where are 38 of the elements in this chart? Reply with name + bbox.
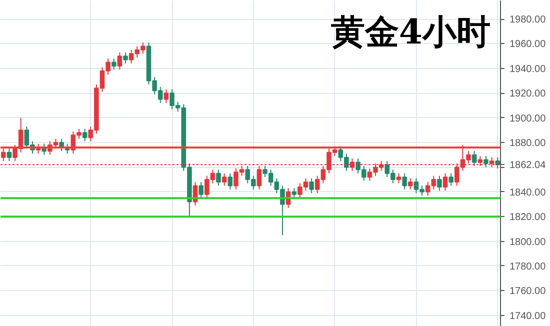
y-tick-label: 1800.00 xyxy=(510,236,546,248)
y-tick-label: 1740.00 xyxy=(510,310,546,322)
candlestick xyxy=(228,172,233,190)
y-tick-label: 1780.00 xyxy=(510,261,546,272)
candlestick xyxy=(292,188,296,199)
y-tick-label: 1940.00 xyxy=(510,64,546,75)
y-tick-label: 1980.00 xyxy=(510,14,546,26)
y-tick-label: 1960.00 xyxy=(510,39,546,50)
candlestick xyxy=(111,58,116,70)
candlestick xyxy=(123,52,128,64)
candlestick xyxy=(396,172,402,184)
y-tick-label: 1880.00 xyxy=(510,138,546,150)
candlestick xyxy=(478,156,483,166)
candlestick xyxy=(472,150,477,166)
y-tick-label: 1760.00 xyxy=(510,286,546,298)
candlestick xyxy=(164,88,169,104)
candlestick xyxy=(402,172,407,190)
candlestick xyxy=(484,156,488,168)
candlestick xyxy=(408,178,413,190)
candlestick xyxy=(82,128,88,142)
candlestick xyxy=(495,156,500,169)
candlestick xyxy=(117,52,122,70)
candlestick xyxy=(442,172,448,192)
candlestick xyxy=(437,175,442,192)
candlestick xyxy=(489,156,494,168)
y-tick-label: 1920.00 xyxy=(510,88,546,100)
chart-title: 黄金4小时 xyxy=(330,12,491,52)
candlestick xyxy=(198,182,204,199)
candlestick xyxy=(448,172,454,186)
candlestick xyxy=(256,165,262,190)
y-tick-label: 1840.00 xyxy=(510,187,546,198)
y-tick-label: 1820.00 xyxy=(510,212,546,224)
ref-line-label: 1862.04 xyxy=(510,160,546,172)
candlestick xyxy=(216,169,221,186)
candlestick xyxy=(222,172,227,186)
y-tick-label: 1900.00 xyxy=(510,113,546,124)
candlestick xyxy=(309,178,314,194)
candlestick xyxy=(6,148,12,162)
